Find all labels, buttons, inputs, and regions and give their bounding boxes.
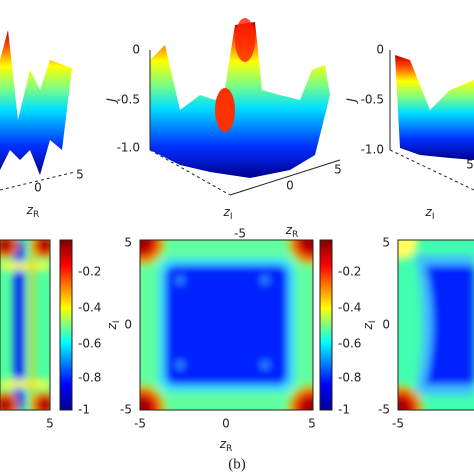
y-tick-label: 0 xyxy=(124,318,132,332)
caption: (b) xyxy=(228,456,246,472)
axis-label: J xyxy=(345,98,359,104)
heatmap-bottom-right xyxy=(398,240,474,410)
z-tick-label: 0 xyxy=(132,43,140,57)
axis-label: zI xyxy=(105,321,122,331)
surface-top-right xyxy=(389,50,474,191)
x-tick-label: 5 xyxy=(308,417,316,431)
z-tick-label: -1.0 xyxy=(117,141,140,155)
surface-top-left xyxy=(0,30,76,191)
heatmap-bottom-middle xyxy=(140,240,313,410)
z-tick-label: -1.0 xyxy=(361,143,384,157)
x-tick-label: -5 xyxy=(392,417,404,431)
y-tick-label: 0 xyxy=(382,318,390,332)
colorbar-tick-label: -0.8 xyxy=(78,371,101,385)
axis-label: zI xyxy=(361,321,378,331)
x-tick-label: 5 xyxy=(46,417,54,431)
colorbar-tick-label: -0.2 xyxy=(78,265,101,279)
x-tick-label: 0 xyxy=(222,417,230,431)
heatmap-bottom-left xyxy=(0,240,50,410)
y-tick-label: -5 xyxy=(120,403,132,417)
x-tick-label: 5 xyxy=(76,168,84,182)
colorbar-tick-label: -1 xyxy=(78,403,90,417)
colorbar-tick-label: -1 xyxy=(338,403,350,417)
colorbar-tick-label: -0.4 xyxy=(338,301,361,315)
x-tick-label: -5 xyxy=(134,417,146,431)
axis-label: J xyxy=(105,98,119,104)
x-tick-label: 5 xyxy=(334,163,342,177)
z-tick-label: 0 xyxy=(376,43,384,57)
axis-label: zR xyxy=(26,203,40,220)
axis-label: zR xyxy=(285,223,299,240)
x-tick-label: 0 xyxy=(34,181,42,195)
colorbar-tick-label: -0.8 xyxy=(338,371,361,385)
colorbar-tick-label: -0.6 xyxy=(78,337,101,351)
colorbar-tick-label: -0.4 xyxy=(78,301,101,315)
y-tick-label: -5 xyxy=(378,403,390,417)
x-tick-label: 5 xyxy=(466,158,474,172)
z-tick-label: -0.5 xyxy=(361,93,384,107)
colorbar-tick-label: -0.6 xyxy=(338,337,361,351)
colorbar xyxy=(319,239,333,411)
axis-label: zR xyxy=(219,437,233,454)
y-tick-label: 5 xyxy=(124,236,132,250)
axis-label: zI xyxy=(223,205,233,222)
colorbar xyxy=(59,239,73,411)
surface-top-middle xyxy=(149,18,341,196)
x-tick-label: 0 xyxy=(286,179,294,193)
z-tick-label: -0.5 xyxy=(117,93,140,107)
x-tick-label: -5 xyxy=(234,227,246,241)
axis-label: zI xyxy=(425,205,435,222)
y-tick-label: 5 xyxy=(382,236,390,250)
colorbar-tick-label: -0.2 xyxy=(338,265,361,279)
